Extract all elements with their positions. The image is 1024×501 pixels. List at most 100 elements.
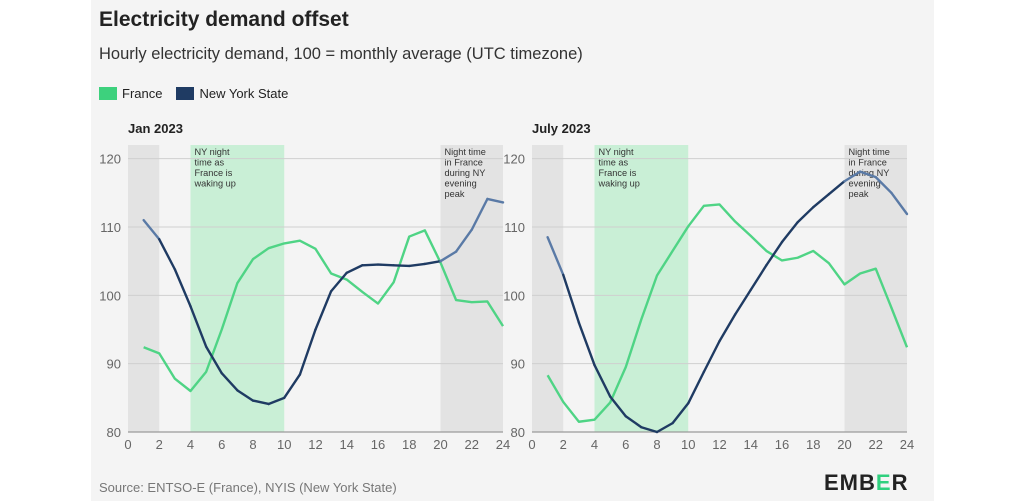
y-tick-label: 100 xyxy=(503,288,525,303)
series-segment-new-york xyxy=(671,402,690,425)
x-tick-label: 24 xyxy=(900,437,914,452)
y-tick-label: 90 xyxy=(107,357,121,372)
band-annotation: waking up xyxy=(598,179,640,189)
ember-logo: EMBER xyxy=(824,470,909,495)
series-segment-new-york xyxy=(858,170,877,179)
series-segment-new-york xyxy=(796,205,815,224)
x-tick-label: 22 xyxy=(869,437,883,452)
x-tick-label: 0 xyxy=(124,437,131,452)
legend-label-france: France xyxy=(122,86,163,101)
legend-item-france: France xyxy=(99,86,162,101)
series-segment-new-york xyxy=(204,345,223,375)
x-tick-label: 6 xyxy=(218,437,225,452)
series-segment-new-york xyxy=(189,305,208,348)
x-tick-label: 24 xyxy=(496,437,510,452)
x-tick-label: 6 xyxy=(622,437,629,452)
band-annotation: in France xyxy=(445,158,483,168)
series-segment-new-york xyxy=(251,399,270,406)
x-tick-label: 0 xyxy=(528,437,535,452)
series-segment-new-york xyxy=(173,268,192,308)
x-tick-label: 8 xyxy=(249,437,256,452)
series-segment-new-york xyxy=(454,228,473,253)
panel-title: July 2023 xyxy=(532,121,591,136)
series-segment-new-york xyxy=(640,426,659,434)
source-note: Source: ENTSO-E (France), NYIS (New York… xyxy=(99,480,397,495)
x-tick-label: 18 xyxy=(806,437,820,452)
series-segment-new-york xyxy=(423,259,442,266)
y-tick-label: 80 xyxy=(511,425,525,440)
series-segment-new-york xyxy=(608,395,627,418)
band-annotation: Night time xyxy=(849,147,890,157)
band-annotation: waking up xyxy=(194,179,236,189)
band-annotation: time as xyxy=(195,158,225,168)
series-segment-new-york xyxy=(298,328,317,376)
band-green xyxy=(190,145,285,432)
band-annotation: evening xyxy=(445,179,477,189)
series-segment-new-york xyxy=(283,373,302,400)
series-segment-new-york xyxy=(718,313,737,343)
y-tick-label: 120 xyxy=(99,152,121,167)
x-tick-label: 14 xyxy=(340,437,354,452)
series-segment-new-york xyxy=(392,264,411,268)
series-segment-new-york xyxy=(843,170,862,183)
band-annotation: NY night xyxy=(195,147,231,157)
legend-swatch-new-york xyxy=(176,87,195,100)
band-annotation: France is xyxy=(599,168,637,178)
x-tick-label: 8 xyxy=(653,437,660,452)
series-segment-new-york xyxy=(236,389,255,402)
x-tick-label: 10 xyxy=(277,437,291,452)
series-segment-new-york xyxy=(687,370,706,405)
x-tick-label: 22 xyxy=(465,437,479,452)
y-tick-label: 90 xyxy=(511,357,525,372)
y-tick-label: 100 xyxy=(99,288,121,303)
band-night xyxy=(128,145,160,432)
series-segment-new-york xyxy=(874,175,893,195)
series-segment-new-york xyxy=(624,415,643,429)
x-tick-label: 2 xyxy=(156,437,163,452)
series-segment-new-york xyxy=(812,192,831,209)
band-annotation: time as xyxy=(599,158,629,168)
x-tick-label: 18 xyxy=(402,437,416,452)
x-tick-label: 16 xyxy=(371,437,385,452)
chart-subtitle: Hourly electricity demand, 100 = monthly… xyxy=(99,45,583,63)
band-annotation: NY night xyxy=(599,147,635,157)
series-segment-new-york xyxy=(376,263,395,267)
band-night xyxy=(844,145,907,432)
x-tick-label: 16 xyxy=(775,437,789,452)
band-annotation: during NY xyxy=(849,168,890,178)
x-tick-label: 2 xyxy=(560,437,567,452)
series-segment-new-york xyxy=(593,363,612,398)
band-annotation: Night time xyxy=(445,147,486,157)
series-segment-new-york xyxy=(577,321,596,367)
band-night xyxy=(532,145,564,432)
x-tick-label: 20 xyxy=(433,437,447,452)
series-segment-new-york xyxy=(470,197,489,231)
series-segment-new-york xyxy=(361,263,380,267)
series-segment-new-york xyxy=(890,191,909,216)
series-segment-new-york xyxy=(158,238,177,271)
band-annotation: France is xyxy=(195,168,233,178)
series-segment-new-york xyxy=(439,250,458,263)
series-segment-new-york xyxy=(733,288,752,316)
series-segment-new-york xyxy=(827,180,846,196)
series-segment-new-york xyxy=(267,396,286,406)
series-segment-new-york xyxy=(546,236,565,277)
series-segment-new-york xyxy=(765,240,784,267)
series-line-france xyxy=(546,203,909,423)
x-tick-label: 10 xyxy=(681,437,695,452)
series-segment-new-york xyxy=(486,197,505,204)
series-segment-new-york xyxy=(345,264,364,274)
x-tick-label: 12 xyxy=(308,437,322,452)
band-annotation: peak xyxy=(445,189,465,199)
x-tick-label: 4 xyxy=(187,437,194,452)
x-tick-label: 12 xyxy=(712,437,726,452)
series-line-france xyxy=(143,229,505,393)
series-segment-new-york xyxy=(329,271,348,293)
chart-title: Electricity demand offset xyxy=(99,8,349,31)
x-tick-label: 14 xyxy=(744,437,758,452)
band-annotation: evening xyxy=(849,179,881,189)
legend-item-new-york: New York State xyxy=(176,86,288,101)
band-annotation: peak xyxy=(849,189,869,199)
series-segment-new-york xyxy=(655,421,674,434)
